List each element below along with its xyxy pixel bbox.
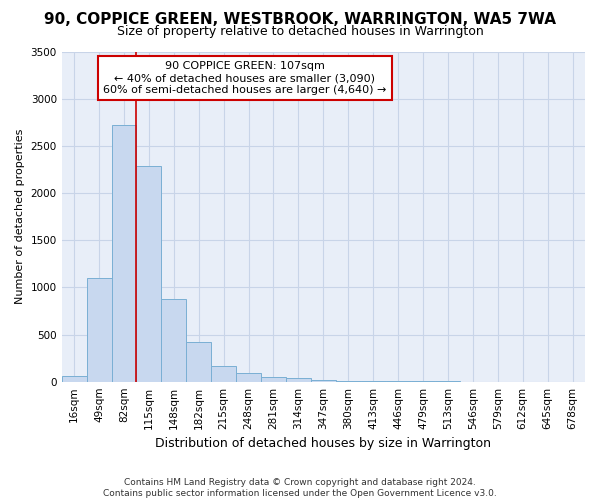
Bar (161, 298, 186, 382)
Text: Size of property relative to detached houses in Warrington: Size of property relative to detached ho… (116, 25, 484, 38)
Bar (86, 278, 112, 382)
Bar (112, 125, 136, 382)
Bar (261, 377, 286, 382)
Bar (311, 380, 336, 382)
Bar (186, 342, 211, 382)
Bar (211, 366, 236, 382)
X-axis label: Distribution of detached houses by size in Warrington: Distribution of detached houses by size … (155, 437, 491, 450)
Bar (136, 166, 161, 382)
Bar (62, 376, 86, 382)
Text: Contains HM Land Registry data © Crown copyright and database right 2024.
Contai: Contains HM Land Registry data © Crown c… (103, 478, 497, 498)
Bar (236, 373, 261, 382)
Bar (286, 378, 311, 382)
Text: 90, COPPICE GREEN, WESTBROOK, WARRINGTON, WA5 7WA: 90, COPPICE GREEN, WESTBROOK, WARRINGTON… (44, 12, 556, 28)
Bar (336, 380, 361, 382)
Y-axis label: Number of detached properties: Number of detached properties (15, 129, 25, 304)
Text: 90 COPPICE GREEN: 107sqm
← 40% of detached houses are smaller (3,090)
60% of sem: 90 COPPICE GREEN: 107sqm ← 40% of detach… (103, 62, 386, 94)
